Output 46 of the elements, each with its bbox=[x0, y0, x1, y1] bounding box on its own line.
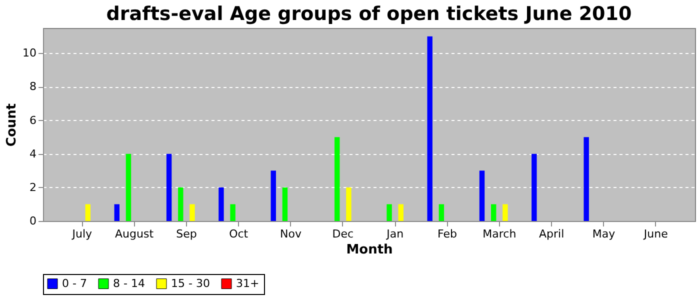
x-tick-label: July bbox=[71, 228, 92, 240]
chart-title: drafts-eval Age groups of open tickets June 2010 bbox=[106, 3, 632, 25]
x-tick-label: Feb bbox=[438, 228, 457, 240]
bar bbox=[386, 204, 392, 221]
x-tick-label: March bbox=[482, 228, 516, 240]
bar bbox=[126, 154, 132, 221]
legend-label: 15 - 30 bbox=[171, 276, 210, 290]
y-tick-label: 0 bbox=[30, 214, 36, 228]
bar bbox=[479, 170, 485, 221]
bar bbox=[270, 170, 276, 221]
bar bbox=[584, 137, 589, 221]
x-tick-label: Nov bbox=[280, 228, 302, 240]
x-tick-label: June bbox=[642, 228, 668, 240]
bar bbox=[334, 137, 340, 221]
bar bbox=[190, 204, 195, 221]
bar bbox=[438, 204, 444, 221]
bar bbox=[502, 204, 508, 221]
y-tick-label: 2 bbox=[30, 180, 36, 194]
x-tick-label: May bbox=[592, 228, 616, 240]
bar bbox=[346, 187, 352, 221]
y-tick-label: 10 bbox=[22, 46, 36, 60]
x-tick-label: Oct bbox=[229, 228, 249, 240]
y-tick-label: 6 bbox=[30, 114, 36, 127]
x-tick-label: Dec bbox=[332, 228, 354, 240]
y-tick-label: 4 bbox=[30, 147, 36, 160]
bar bbox=[178, 187, 184, 221]
bar bbox=[427, 36, 432, 221]
y-axis-title: Count bbox=[4, 103, 20, 147]
legend-label: 8 - 14 bbox=[113, 276, 145, 290]
x-axis-title: Month bbox=[346, 242, 393, 258]
bar bbox=[490, 204, 496, 221]
x-tick-label: Sep bbox=[176, 228, 197, 240]
y-tick-label: 8 bbox=[30, 80, 36, 94]
bar bbox=[85, 204, 91, 221]
bar bbox=[218, 187, 224, 221]
bar bbox=[114, 204, 120, 221]
legend-label: 31+ bbox=[236, 276, 260, 290]
bar bbox=[230, 204, 236, 221]
x-tick-label: April bbox=[538, 228, 564, 240]
bar bbox=[282, 187, 288, 221]
x-tick-label: August bbox=[115, 228, 154, 240]
bar bbox=[398, 204, 404, 221]
bar bbox=[532, 154, 537, 221]
x-tick-label: Jan bbox=[386, 228, 404, 240]
bar bbox=[166, 154, 172, 221]
legend-label: 0 - 7 bbox=[62, 276, 87, 290]
